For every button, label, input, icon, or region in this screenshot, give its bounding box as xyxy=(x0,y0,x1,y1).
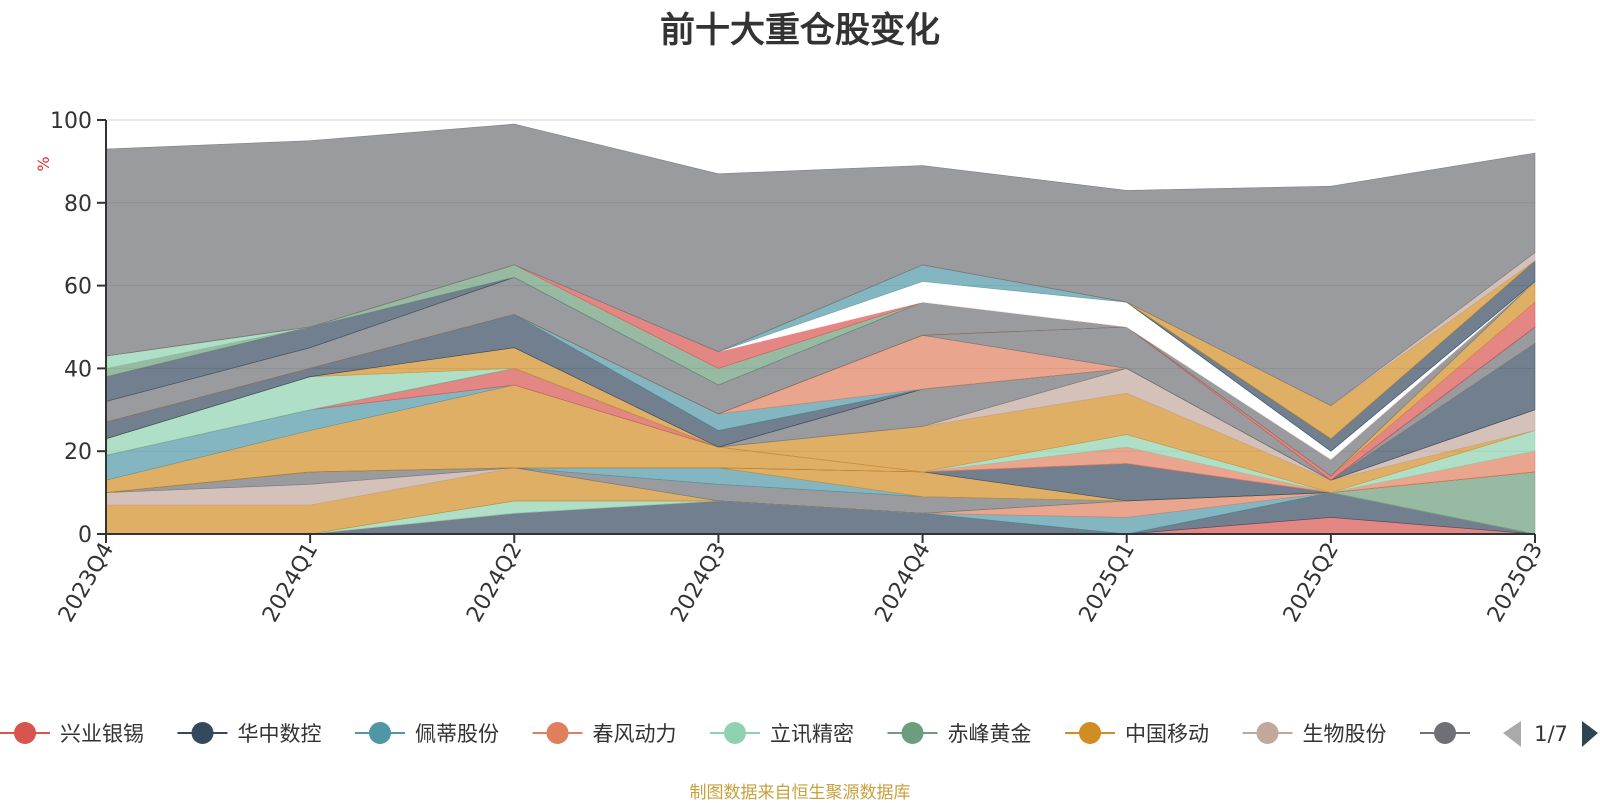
x-tick-label-6: 2025Q2 xyxy=(1279,539,1344,627)
legend-label: 春风动力 xyxy=(593,722,677,746)
x-tick-label-4: 2024Q4 xyxy=(870,539,935,627)
legend-circle-icon xyxy=(901,722,924,744)
y-tick-label-5: 100 xyxy=(50,109,92,134)
y-tick-label-0: 0 xyxy=(78,523,92,548)
legend-circle-icon xyxy=(369,722,391,744)
triangle-right-icon[interactable] xyxy=(1582,721,1598,747)
y-tick-label-2: 40 xyxy=(64,357,92,382)
legend-item-4[interactable]: 立讯精密 xyxy=(710,722,854,746)
legend-item-8[interactable] xyxy=(1420,722,1470,744)
axes: % xyxy=(34,120,1535,535)
y-axis-label: % xyxy=(34,156,53,171)
x-tick-label-5: 2025Q1 xyxy=(1075,539,1140,627)
x-tick-label-3: 2024Q3 xyxy=(666,539,731,627)
x-tick-label-2: 2024Q2 xyxy=(462,539,527,627)
legend-label: 中国移动 xyxy=(1125,722,1209,746)
legend-circle-icon xyxy=(546,722,569,744)
x-tick-label-7: 2025Q3 xyxy=(1483,539,1548,627)
legend-circle-icon xyxy=(1434,722,1456,744)
y-ticks: 0 20 40 60 80 100 xyxy=(50,109,106,548)
legend-item-2[interactable]: 佩蒂股份 xyxy=(355,722,499,746)
legend-label: 赤峰黄金 xyxy=(948,722,1032,746)
legend-item-5[interactable]: 赤峰黄金 xyxy=(887,722,1032,746)
legend-circle-icon xyxy=(724,722,746,744)
legend-circle-icon xyxy=(1079,722,1101,744)
legend-item-3[interactable]: 春风动力 xyxy=(532,722,677,746)
source-note: 制图数据来自恒生聚源数据库 xyxy=(689,783,911,803)
legend-label: 华中数控 xyxy=(238,722,322,746)
chart-title: 前十大重仓股变化 xyxy=(659,11,940,51)
legend-page-indicator: 1/7 xyxy=(1534,722,1568,746)
y-tick-label-4: 80 xyxy=(64,192,92,217)
legend-circle-icon xyxy=(1256,722,1279,744)
legend-item-7[interactable]: 生物股份 xyxy=(1242,722,1387,746)
legend-label: 生物股份 xyxy=(1303,722,1387,746)
legend-label: 佩蒂股份 xyxy=(415,722,499,746)
x-tick-label-1: 2024Q1 xyxy=(258,539,323,627)
legend-label: 立讯精密 xyxy=(770,722,854,746)
legend-label: 兴业银锡 xyxy=(60,722,144,746)
x-tick-label-0: 2023Q4 xyxy=(54,539,119,627)
legend-circle-icon xyxy=(191,722,214,744)
legend-item-0[interactable]: 兴业银锡 xyxy=(0,722,144,746)
legend-circle-icon xyxy=(14,722,36,744)
legend-item-6[interactable]: 中国移动 xyxy=(1065,722,1209,746)
area-series xyxy=(105,123,1536,535)
x-ticks: 2023Q4 2024Q1 2024Q2 2024Q3 2024Q4 2025Q1 2025… xyxy=(54,534,1548,627)
area-series-40 xyxy=(105,123,1536,407)
y-tick-label-3: 60 xyxy=(64,275,92,300)
legend-overflow-mask xyxy=(1480,705,1600,765)
legend-item-1[interactable]: 华中数控 xyxy=(177,722,322,746)
triangle-left-icon[interactable] xyxy=(1503,721,1521,747)
legend[interactable]: 兴业银锡 华中数控 佩蒂股份 春风动力 立讯精密 赤峰黄金 中国移动 生物股份 1/7 xyxy=(0,705,1600,765)
y-tick-label-1: 20 xyxy=(64,440,92,465)
